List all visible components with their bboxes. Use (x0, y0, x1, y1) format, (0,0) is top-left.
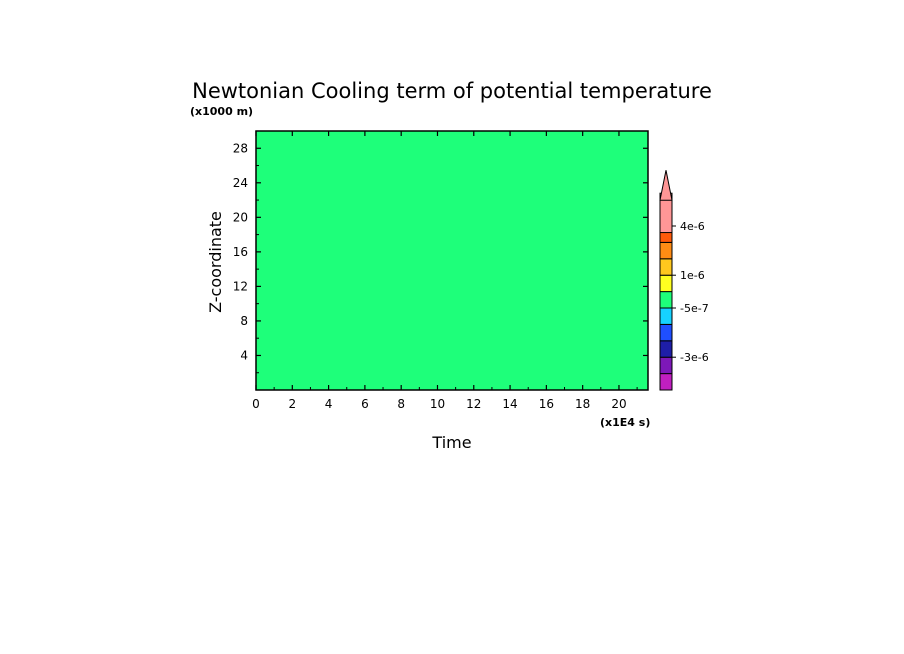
x-tick-label: 18 (575, 397, 590, 411)
y-tick-label: 12 (233, 279, 248, 293)
colorbar-swatch (659, 340, 673, 358)
colorbar-swatch (659, 373, 673, 391)
colorbar-swatch (659, 241, 673, 260)
x-tick-label: 4 (325, 397, 333, 411)
y-unit-label: (x1000 m) (190, 105, 253, 118)
colorbar-label: -5e-7 (680, 302, 709, 315)
colorbar-arrow (659, 170, 673, 201)
y-tick-label: 16 (233, 245, 248, 259)
colorbar-label: -3e-6 (680, 351, 709, 364)
x-tick-label: 20 (611, 397, 626, 411)
x-unit-label: (x1E4 s) (600, 416, 650, 429)
colorbar-swatch (659, 258, 673, 276)
y-axis: 4 8 12 16 20 24 28 (233, 141, 648, 374)
x-tick-label: 14 (502, 397, 517, 411)
contour-region (256, 131, 648, 390)
x-tick-label: 8 (397, 397, 405, 411)
colorbar-label: 1e-6 (680, 269, 705, 282)
x-axis-title: Time (431, 433, 471, 452)
colorbar-swatch (659, 291, 673, 309)
colorbar-swatch (659, 274, 673, 293)
colorbar-swatch (659, 307, 673, 325)
colorbar-swatch (659, 356, 673, 375)
x-tick-label: 16 (539, 397, 554, 411)
plot-frame (255, 130, 649, 391)
colorbar: 4e-6 1e-6 -5e-7 -3e-6 (659, 170, 709, 391)
x-tick-label: 2 (288, 397, 296, 411)
y-tick-label: 4 (240, 348, 248, 362)
x-tick-label: 10 (430, 397, 445, 411)
y-tick-label: 8 (240, 314, 248, 328)
y-tick-label: 20 (233, 210, 248, 224)
colorbar-label: 4e-6 (680, 220, 705, 233)
chart-title: Newtonian Cooling term of potential temp… (192, 79, 712, 103)
x-axis: 0 2 4 6 8 10 12 14 16 18 20 (252, 131, 638, 411)
y-tick-label: 24 (233, 176, 248, 190)
y-tick-label: 28 (233, 141, 248, 155)
x-tick-label: 12 (466, 397, 481, 411)
contour-fill-area (256, 131, 648, 390)
colorbar-swatch (659, 323, 673, 342)
x-tick-label: 0 (252, 397, 260, 411)
y-axis-title: Z-coordinate (206, 211, 225, 313)
x-tick-label: 6 (361, 397, 369, 411)
